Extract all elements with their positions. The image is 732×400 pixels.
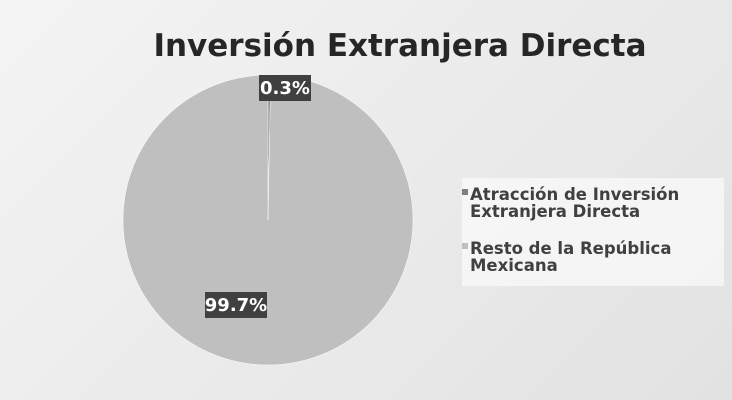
data-label: 99.7% (205, 295, 267, 316)
legend-swatch (462, 243, 468, 249)
legend-item: Atracción de Inversión Extranjera Direct… (462, 185, 720, 221)
legend-swatch (462, 189, 468, 195)
legend-item: Resto de la República Mexicana (462, 239, 720, 275)
chart-title: Inversión Extranjera Directa (153, 28, 646, 64)
data-label: 0.3% (260, 78, 310, 99)
legend-label: Resto de la República Mexicana (470, 239, 672, 275)
pie-slice (122, 74, 414, 366)
data-label-box (259, 75, 311, 101)
legend-label: Atracción de Inversión Extranjera Direct… (470, 185, 680, 221)
legend: Atracción de Inversión Extranjera Direct… (462, 178, 724, 286)
data-label-box (205, 292, 267, 318)
